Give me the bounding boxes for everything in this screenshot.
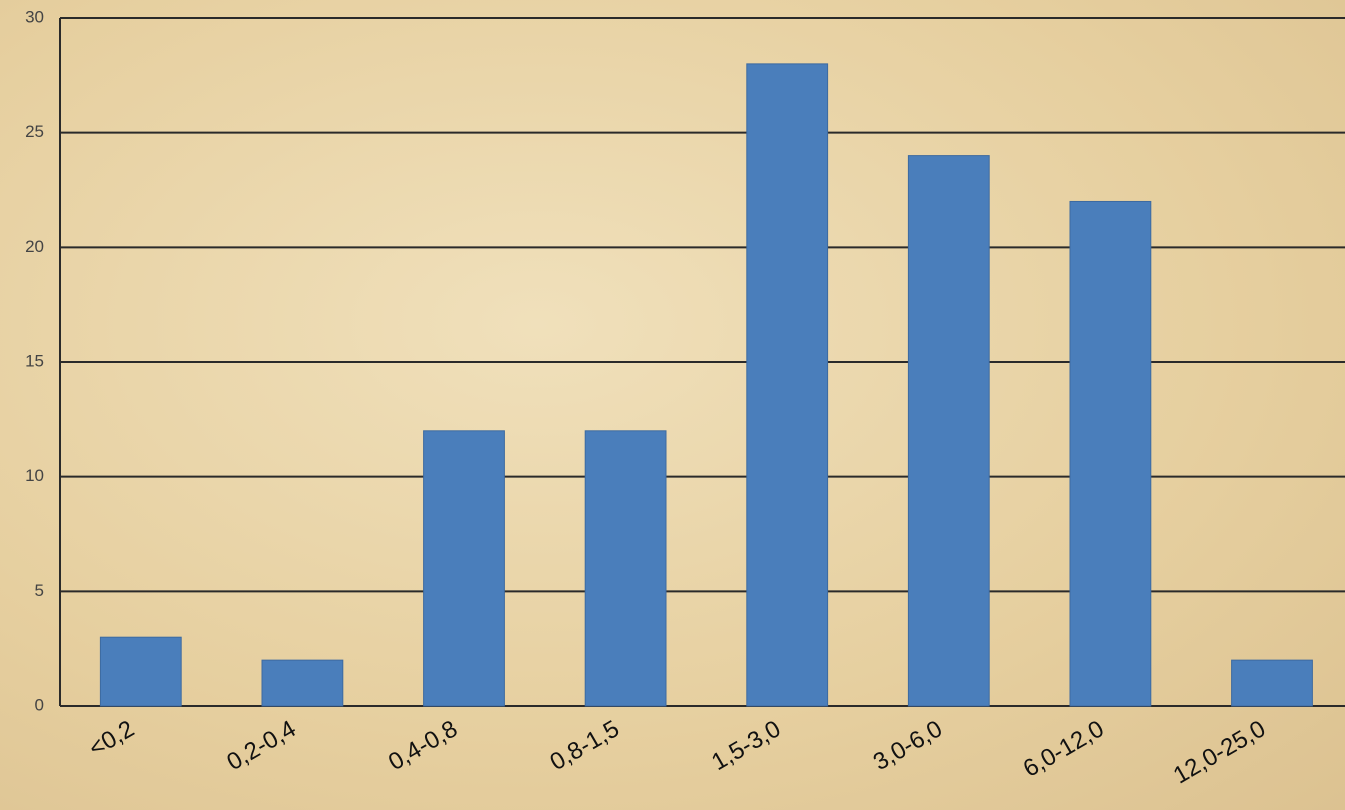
y-tick-label: 20 — [25, 237, 44, 256]
x-tick-label: <0,2 — [84, 715, 139, 762]
x-tick-label: 1,5-3,0 — [707, 715, 785, 776]
x-tick-label: 6,0-12,0 — [1019, 715, 1109, 782]
x-tick-label: 3,0-6,0 — [869, 715, 947, 776]
x-tick-label: 0,8-1,5 — [546, 715, 624, 776]
bar — [746, 63, 829, 707]
y-tick-label: 25 — [25, 122, 44, 141]
bar — [907, 155, 990, 707]
x-tick-label: 12,0-25,0 — [1169, 715, 1270, 789]
bar — [261, 659, 344, 707]
y-tick-label: 5 — [35, 581, 44, 600]
y-tick-label: 15 — [25, 351, 44, 370]
bar — [99, 636, 182, 707]
x-tick-label: 0,4-0,8 — [384, 715, 462, 776]
bar — [1231, 659, 1313, 707]
bar — [584, 430, 667, 707]
y-tick-label: 10 — [25, 466, 44, 485]
bar — [1069, 200, 1152, 707]
x-tick-label: 0,2-0,4 — [222, 715, 300, 776]
y-tick-label: 0 — [35, 695, 44, 714]
y-tick-label: 30 — [25, 7, 44, 26]
bar — [423, 430, 505, 707]
